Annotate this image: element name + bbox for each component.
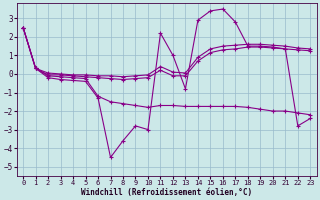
X-axis label: Windchill (Refroidissement éolien,°C): Windchill (Refroidissement éolien,°C) [81,188,252,197]
